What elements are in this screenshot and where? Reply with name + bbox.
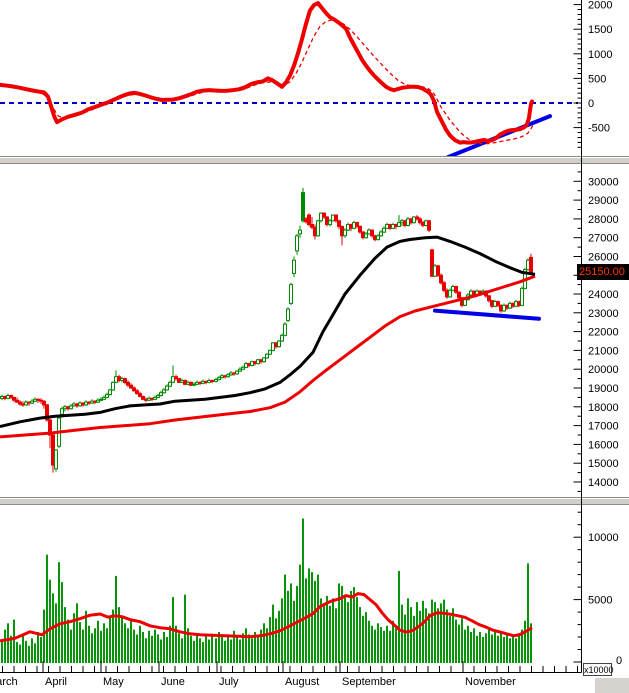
macd-axis-label: 2000 — [588, 0, 612, 12]
month-label-may: May — [103, 676, 124, 688]
price-panel[interactable] — [0, 187, 541, 473]
month-label-august: August — [285, 676, 320, 688]
bottom-time-axis — [0, 661, 582, 673]
price-axis-label: 24000 — [588, 289, 619, 301]
price-axis-label: 26000 — [588, 252, 619, 264]
price-axis-label: 30000 — [588, 176, 619, 188]
price-axis-label: 20000 — [588, 364, 619, 376]
volume-zero-label: 0 — [616, 655, 623, 667]
oscillator-panel[interactable] — [0, 1, 578, 157]
price-axis-label: 14000 — [588, 477, 619, 489]
macd-axis-label: -500 — [588, 123, 610, 135]
right-value-axis: 2000150010005000-50030000290002800027000… — [573, 0, 619, 673]
price-axis-label: 22000 — [588, 327, 619, 339]
volume-axis-label: 5000 — [588, 595, 612, 607]
price-axis-label: 29000 — [588, 195, 619, 207]
volume-axis-label: 10000 — [588, 532, 619, 544]
last-price-flag: 25150.00 — [577, 264, 629, 280]
macd-axis-label: 1500 — [588, 24, 612, 36]
month-label-april: April — [45, 676, 68, 688]
resize-grip[interactable] — [595, 678, 629, 693]
price-axis-label: 19000 — [588, 383, 619, 395]
price-axis-label: 15000 — [588, 458, 619, 470]
macd-axis-label: 1000 — [588, 49, 612, 61]
month-label-september: September — [342, 676, 396, 688]
macd-axis-label: 500 — [588, 73, 606, 85]
macd-axis-label: 0 — [588, 98, 594, 110]
price-axis-label: 16000 — [588, 439, 619, 451]
month-label-june: June — [161, 676, 185, 688]
price-axis-label: 17000 — [588, 421, 619, 433]
volume-panel[interactable] — [0, 518, 533, 664]
panel-splitters[interactable] — [0, 156, 629, 505]
month-label-march: March — [0, 676, 18, 688]
price-axis-label: 21000 — [588, 345, 619, 357]
price-axis-label: 27000 — [588, 233, 619, 245]
month-label-november: November — [465, 676, 516, 688]
month-label-july: July — [219, 676, 239, 688]
price-axis-label: 18000 — [588, 402, 619, 414]
price-axis-label: 23000 — [588, 308, 619, 320]
price-axis-label: 28000 — [588, 214, 619, 226]
volume-multiplier-box: x10000 — [583, 663, 614, 676]
